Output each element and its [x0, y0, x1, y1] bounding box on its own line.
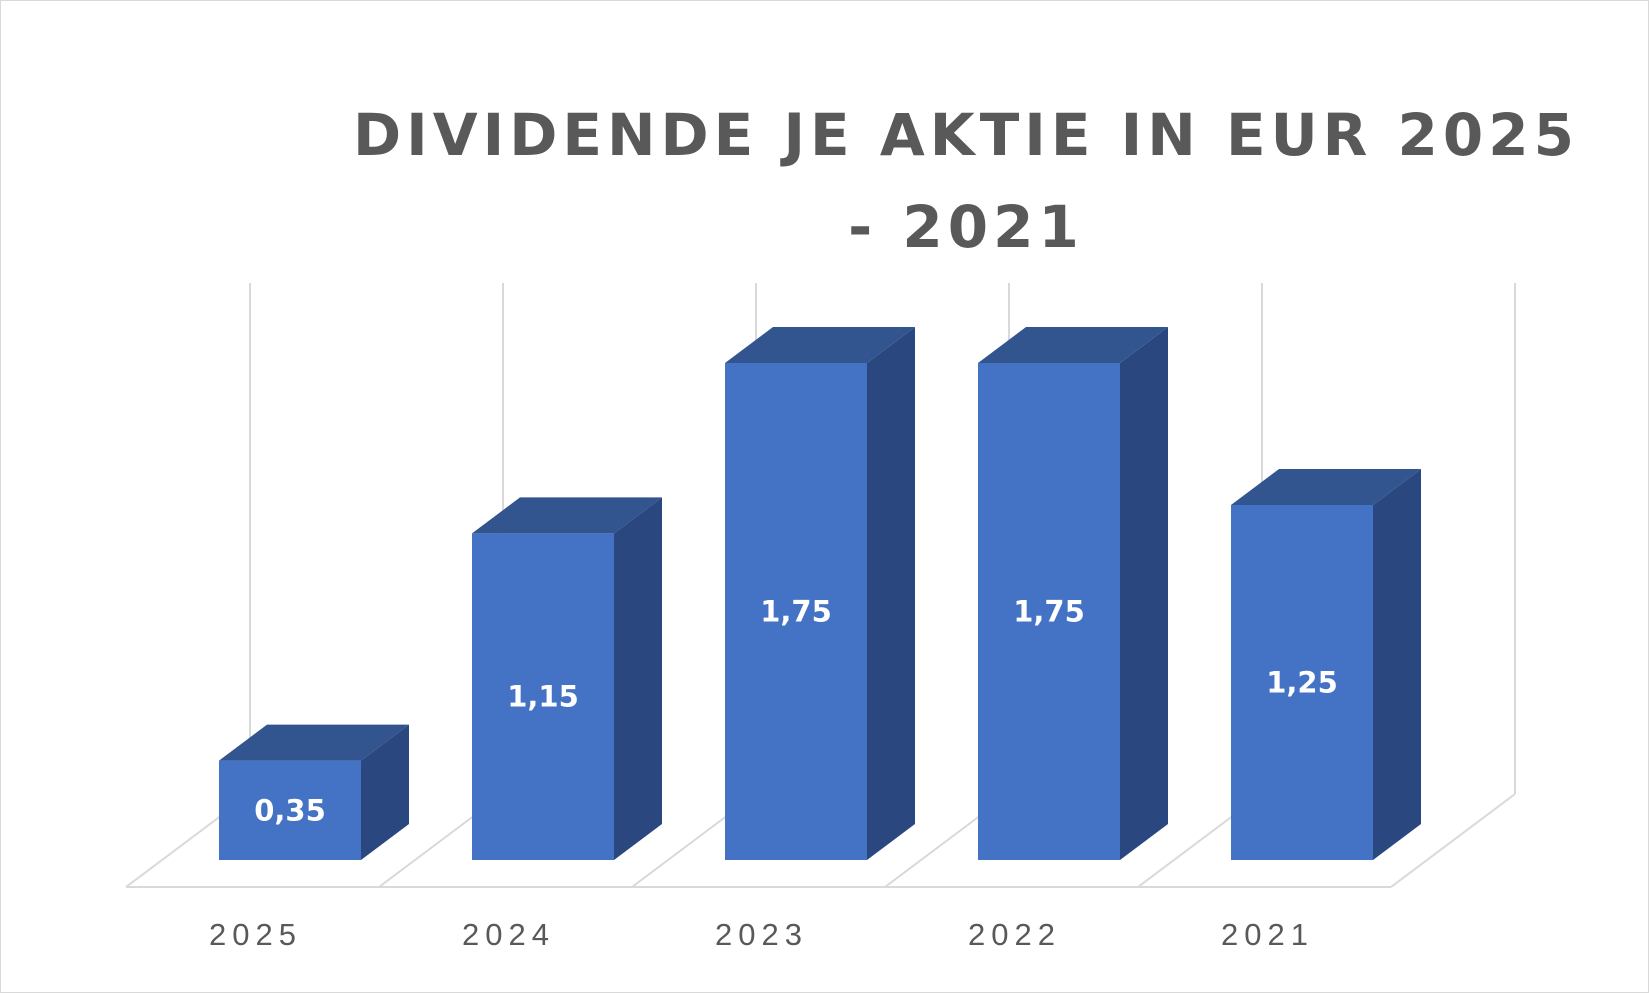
bar-top [978, 327, 1168, 363]
bar-side [867, 327, 915, 860]
category-label: 2021 [1221, 917, 1314, 952]
bar [472, 533, 614, 860]
category-label: 2022 [968, 917, 1061, 952]
category-label: 2023 [715, 917, 808, 952]
chart-title: DIVIDENDE JE AKTIE IN EUR 2025 - 2021 [353, 101, 1579, 261]
bar-side [361, 724, 409, 860]
bar-top [219, 724, 409, 761]
data-label: 1,25 [1266, 666, 1338, 700]
data-label: 0,35 [254, 793, 326, 827]
bar-top [1231, 469, 1421, 505]
bar-top [725, 327, 915, 363]
data-label: 1,75 [760, 595, 832, 629]
category-label: 2025 [209, 917, 302, 952]
bar-side [614, 497, 662, 860]
bar-side [1373, 469, 1421, 860]
category-label: 2024 [462, 917, 555, 952]
bar-side [1120, 327, 1168, 860]
data-label: 1,75 [1013, 595, 1085, 629]
bar [725, 363, 867, 860]
bar [1231, 505, 1373, 860]
bar [978, 363, 1120, 860]
data-label: 1,15 [507, 680, 579, 714]
bar-top [472, 497, 662, 534]
bar [219, 760, 361, 860]
floor-depth-line [1390, 793, 1516, 888]
